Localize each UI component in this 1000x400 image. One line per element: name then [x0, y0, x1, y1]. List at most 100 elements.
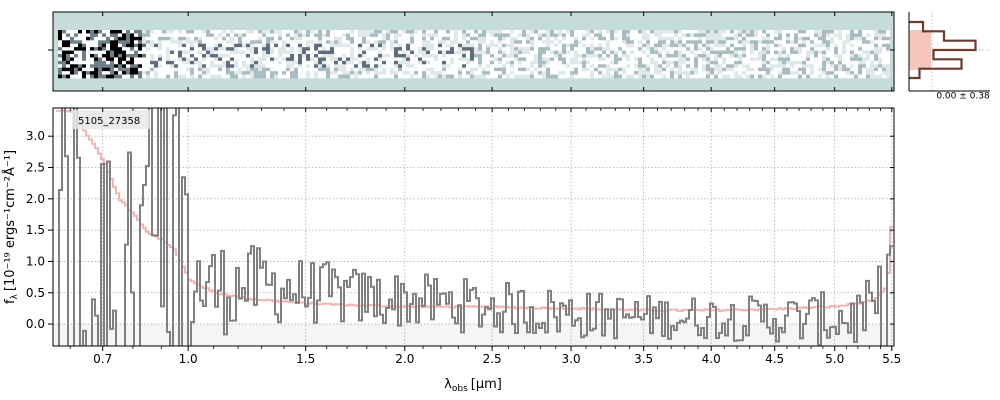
trace-pixel	[430, 47, 434, 51]
trace-pixel	[354, 64, 358, 69]
trace-pixel	[238, 36, 242, 41]
trace-pixel	[578, 30, 582, 34]
trace-pixel	[790, 30, 794, 34]
trace-pixel	[698, 74, 702, 79]
trace-pixel	[566, 43, 570, 48]
trace-pixel	[474, 64, 478, 69]
trace-pixel	[878, 43, 882, 48]
trace-pixel	[474, 33, 478, 38]
trace-pixel	[626, 33, 630, 38]
trace-pixel	[798, 60, 802, 65]
trace-pixel	[370, 60, 374, 65]
trace-pixel	[266, 43, 270, 48]
trace-pixel	[298, 71, 302, 75]
trace-pixel	[378, 74, 382, 79]
trace-pixel	[694, 40, 698, 45]
trace-pixel	[294, 60, 298, 65]
trace-pixel	[70, 64, 74, 69]
trace-pixel	[514, 33, 518, 38]
trace-pixel	[170, 47, 174, 51]
trace-pixel	[622, 43, 626, 48]
trace-pixel	[474, 43, 478, 48]
trace-pixel	[698, 36, 702, 41]
trace-pixel	[698, 50, 702, 55]
trace-pixel	[138, 43, 142, 48]
trace-pixel	[298, 43, 302, 48]
trace-pixel	[750, 47, 754, 51]
trace-pixel	[178, 33, 182, 38]
trace-pixel	[534, 57, 538, 62]
trace-pixel	[778, 67, 782, 72]
trace-pixel	[466, 57, 470, 62]
trace-pixel	[126, 74, 130, 79]
trace-pixel	[614, 47, 618, 51]
trace-pixel	[558, 54, 562, 58]
trace-pixel	[130, 50, 134, 55]
trace-pixel	[326, 71, 330, 75]
trace-pixel	[610, 50, 614, 55]
trace-pixel	[214, 60, 218, 65]
trace-pixel	[482, 57, 486, 62]
trace-pixel	[162, 36, 166, 41]
trace-pixel	[178, 57, 182, 62]
trace-pixel	[250, 30, 254, 34]
trace-pixel	[786, 47, 790, 51]
trace-pixel	[610, 54, 614, 58]
trace-pixel	[298, 54, 302, 58]
trace-pixel	[818, 50, 822, 55]
trace-pixel	[594, 67, 598, 72]
x-axis-label-main: λ	[444, 377, 452, 392]
y-axis-label-unit: [10⁻¹⁹ ergs⁻¹cm⁻²Å⁻¹]	[2, 150, 18, 291]
trace-pixel	[570, 71, 574, 75]
trace-pixel	[814, 64, 818, 69]
trace-pixel	[274, 64, 278, 69]
trace-pixel	[530, 64, 534, 69]
trace-pixel	[866, 54, 870, 58]
trace-pixel	[854, 36, 858, 41]
trace-pixel	[430, 30, 434, 34]
trace-pixel	[442, 64, 446, 69]
trace-pixel	[154, 36, 158, 41]
trace-pixel	[70, 71, 74, 75]
trace-pixel	[166, 64, 170, 69]
trace-pixel	[218, 40, 222, 45]
trace-pixel	[654, 50, 658, 55]
trace-pixel	[682, 33, 686, 38]
trace-pixel	[322, 54, 326, 58]
trace-pixel	[714, 40, 718, 45]
trace-pixel	[394, 33, 398, 38]
trace-pixel	[746, 40, 750, 45]
trace-pixel	[122, 30, 126, 34]
trace-pixel	[694, 36, 698, 41]
trace-pixel	[350, 47, 354, 51]
trace-pixel	[858, 33, 862, 38]
trace-pixel	[798, 64, 802, 69]
trace-pixel	[846, 50, 850, 55]
trace-pixel	[142, 71, 146, 75]
trace-pixel	[402, 64, 406, 69]
trace-pixel	[266, 50, 270, 55]
trace-pixel	[510, 36, 514, 41]
trace-pixel	[206, 50, 210, 55]
trace-pixel	[690, 33, 694, 38]
trace-pixel	[58, 67, 62, 72]
trace-pixel	[378, 47, 382, 51]
trace-pixel	[286, 57, 290, 62]
trace-pixel	[102, 30, 106, 34]
trace-pixel	[138, 47, 142, 51]
trace-pixel	[690, 71, 694, 75]
trace-pixel	[462, 33, 466, 38]
trace-pixel	[326, 50, 330, 55]
trace-pixel	[350, 50, 354, 55]
trace-pixel	[202, 40, 206, 45]
trace-pixel	[586, 33, 590, 38]
trace-pixel	[842, 64, 846, 69]
trace-pixel	[438, 47, 442, 51]
trace-pixel	[410, 40, 414, 45]
trace-pixel	[470, 40, 474, 45]
trace-pixel	[586, 74, 590, 79]
trace-pixel	[834, 36, 838, 41]
trace-pixel	[534, 47, 538, 51]
trace-pixel	[70, 57, 74, 62]
trace-pixel	[598, 43, 602, 48]
